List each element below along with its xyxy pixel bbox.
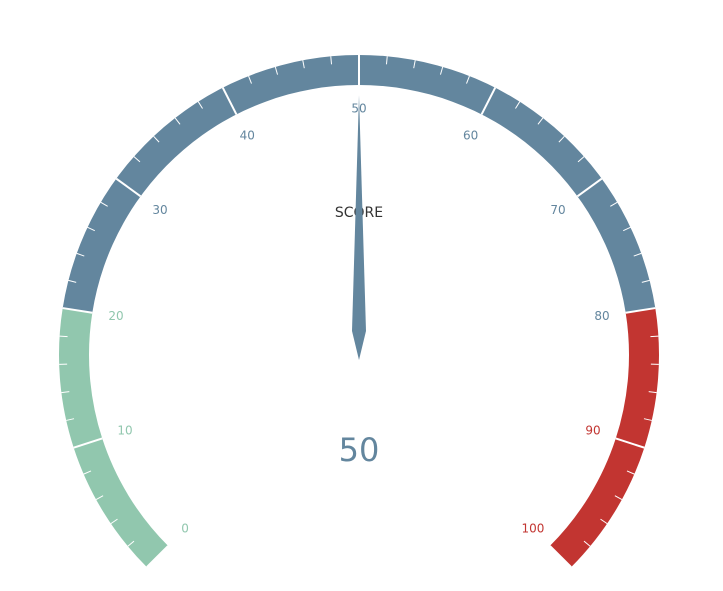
tick-label-30: 30 bbox=[152, 203, 167, 217]
tick-label-60: 60 bbox=[463, 128, 478, 142]
tick-label-40: 40 bbox=[240, 128, 255, 142]
tick-label-10: 10 bbox=[117, 424, 132, 438]
major-tick-10 bbox=[73, 437, 103, 449]
tick-label-100: 100 bbox=[521, 521, 544, 535]
major-tick-0 bbox=[146, 545, 169, 568]
tick-label-70: 70 bbox=[550, 203, 565, 217]
tick-label-20: 20 bbox=[108, 309, 123, 323]
tick-label-0: 0 bbox=[181, 521, 189, 535]
minor-tick bbox=[59, 335, 68, 338]
minor-tick bbox=[650, 335, 659, 338]
minor-tick bbox=[330, 56, 333, 65]
major-tick-90 bbox=[615, 437, 645, 449]
minor-tick bbox=[66, 418, 75, 421]
major-tick-80 bbox=[625, 307, 656, 314]
major-tick-40 bbox=[221, 87, 238, 115]
minor-tick bbox=[626, 470, 635, 475]
minor-tick bbox=[643, 418, 652, 421]
tick-label-90: 90 bbox=[585, 424, 600, 438]
major-tick-60 bbox=[480, 87, 497, 115]
minor-tick bbox=[76, 252, 85, 257]
minor-tick bbox=[133, 156, 141, 163]
minor-tick bbox=[600, 518, 608, 525]
minor-tick bbox=[385, 56, 388, 65]
minor-tick bbox=[274, 66, 279, 75]
minor-tick bbox=[413, 60, 416, 69]
gauge-pointer-group bbox=[352, 95, 366, 360]
minor-tick bbox=[537, 117, 544, 125]
gauge-bands bbox=[59, 54, 659, 568]
minor-tick bbox=[127, 540, 135, 547]
minor-tick bbox=[641, 279, 650, 283]
minor-tick bbox=[583, 540, 591, 547]
minor-tick bbox=[100, 201, 108, 207]
minor-tick bbox=[466, 75, 470, 84]
minor-tick bbox=[515, 101, 521, 109]
minor-tick bbox=[174, 117, 181, 125]
minor-tick bbox=[110, 518, 118, 525]
minor-tick bbox=[83, 470, 92, 475]
minor-tick bbox=[302, 60, 305, 69]
gauge-band-1 bbox=[62, 54, 656, 313]
minor-tick bbox=[633, 252, 642, 257]
minor-tick bbox=[61, 391, 70, 394]
minor-tick bbox=[248, 75, 252, 84]
minor-tick bbox=[87, 226, 96, 232]
minor-tick bbox=[622, 226, 631, 232]
gauge-pointer bbox=[352, 95, 366, 360]
minor-tick bbox=[614, 495, 623, 500]
gauge-ticks bbox=[59, 55, 659, 568]
major-tick-20 bbox=[62, 307, 93, 314]
minor-tick bbox=[577, 156, 585, 163]
major-tick-100 bbox=[549, 545, 572, 568]
gauge-value: 50 bbox=[339, 431, 380, 469]
gauge-band-2 bbox=[549, 308, 659, 568]
minor-tick bbox=[439, 66, 444, 75]
minor-tick bbox=[95, 495, 104, 500]
minor-tick bbox=[197, 101, 203, 109]
minor-tick bbox=[68, 279, 77, 283]
minor-tick bbox=[558, 135, 565, 143]
minor-tick bbox=[153, 135, 160, 143]
minor-tick bbox=[610, 201, 618, 207]
tick-label-80: 80 bbox=[594, 309, 609, 323]
minor-tick bbox=[648, 391, 657, 394]
major-tick-70 bbox=[576, 177, 603, 198]
major-tick-30 bbox=[115, 177, 142, 198]
gauge-band-0 bbox=[59, 308, 169, 568]
